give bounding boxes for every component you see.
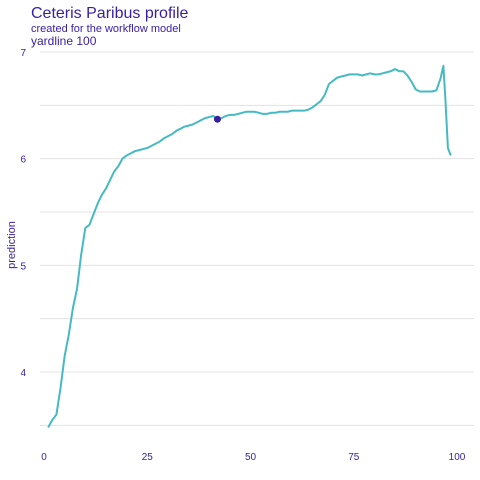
x-axis-ticks: 0 25 50 75 100: [41, 452, 466, 463]
y-axis-title: prediction: [6, 221, 18, 269]
y-tick-label: 7: [20, 48, 26, 59]
x-tick-label: 25: [142, 452, 154, 463]
profile-series: [48, 66, 451, 428]
x-tick-label: 50: [245, 452, 257, 463]
grid-lines: [40, 52, 474, 425]
y-tick-label: 5: [20, 261, 26, 272]
y-tick-label: 6: [20, 155, 26, 166]
x-tick-label: 0: [41, 452, 47, 463]
x-tick-label: 75: [348, 452, 360, 463]
x-tick-label: 100: [449, 452, 466, 463]
y-tick-label: 4: [20, 368, 26, 379]
observation-point: [214, 116, 221, 123]
y-axis-ticks: 4 5 6 7: [20, 48, 26, 379]
profile-line: [48, 66, 451, 428]
observation-layer: [214, 116, 221, 123]
